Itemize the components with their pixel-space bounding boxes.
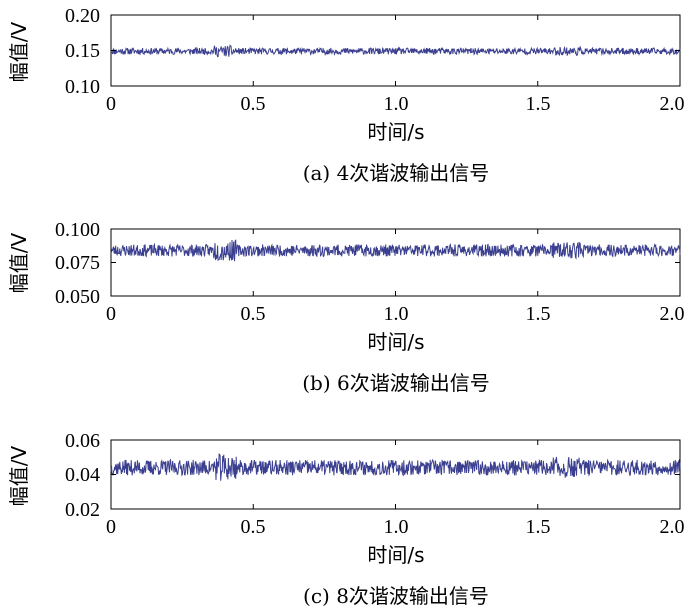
panel-b-xtick-4: 2.0 [660, 303, 685, 325]
panel-a-ytick-2: 0.20 [65, 5, 100, 27]
panel-a-xtick-3: 1.5 [526, 93, 551, 115]
panel-b-ytick-1: 0.075 [55, 252, 100, 274]
panel-a-signal-line [110, 44, 681, 58]
panel-c-ylabel: 幅值/V [7, 445, 31, 506]
panel-c-signal-line [110, 453, 681, 481]
panel-b-xtick-1: 0.5 [241, 303, 266, 325]
panel-a-ylabel: 幅值/V [7, 21, 31, 82]
panel-a-ticks [110, 14, 681, 87]
panel-c-ytick-1: 0.04 [65, 464, 100, 486]
panel-a-xtick-2: 1.0 [384, 93, 409, 115]
panel-b-ytick-2: 0.100 [55, 219, 100, 241]
panel-a-xlabel: 时间/s [367, 120, 424, 144]
panel-a-ytick-1: 0.15 [65, 40, 100, 62]
panel-a-xtick-0: 0 [106, 93, 116, 115]
panel-a: 0.10 0.15 0.20 0 0.5 1.0 1.5 2.0 幅值/V 时间… [7, 5, 685, 185]
panel-a-xtick-1: 0.5 [241, 93, 266, 115]
panel-b-signal-line [110, 239, 681, 262]
panel-c-xtick-2: 1.0 [384, 516, 409, 538]
panel-c-ytick-2: 0.06 [65, 430, 100, 452]
panel-b-plot-frame [110, 228, 681, 297]
panel-b-xtick-2: 1.0 [384, 303, 409, 325]
panel-b-ytick-0: 0.050 [55, 286, 100, 308]
panel-c-plot-frame [110, 439, 681, 510]
panel-c-xlabel: 时间/s [367, 543, 424, 567]
panel-a-xtick-4: 2.0 [660, 93, 685, 115]
panel-b-xlabel: 时间/s [367, 330, 424, 354]
panel-b-xtick-0: 0 [106, 303, 116, 325]
panel-b-ylabel: 幅值/V [7, 232, 31, 293]
panel-c: 0.02 0.04 0.06 0 0.5 1.0 1.5 2.0 幅值/V 时间… [7, 430, 685, 608]
panel-c-xtick-1: 0.5 [241, 516, 266, 538]
panel-b-caption: (b) 6次谐波输出信号 [302, 371, 490, 395]
panel-c-caption: (c) 8次谐波输出信号 [303, 584, 489, 608]
panel-a-ytick-0: 0.10 [65, 76, 100, 98]
panel-a-caption: (a) 4次谐波输出信号 [303, 161, 490, 185]
panel-c-ticks [110, 439, 681, 510]
panel-c-ytick-0: 0.02 [65, 499, 100, 521]
panel-b-xtick-3: 1.5 [526, 303, 551, 325]
panel-b: 0.050 0.075 0.100 0 0.5 1.0 1.5 2.0 幅值/V… [7, 219, 685, 395]
panel-c-xtick-3: 1.5 [526, 516, 551, 538]
panel-c-xtick-0: 0 [106, 516, 116, 538]
panel-c-xtick-4: 2.0 [660, 516, 685, 538]
panel-b-ticks [110, 228, 681, 297]
